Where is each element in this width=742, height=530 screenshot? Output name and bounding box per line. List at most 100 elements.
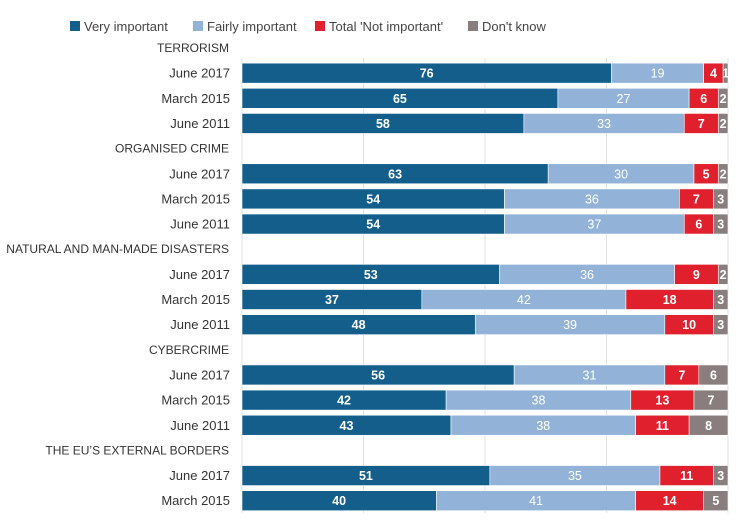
- value-label-not-important: 14: [663, 494, 677, 508]
- segment-dont-know: [703, 490, 729, 512]
- value-label-very-important: 48: [352, 318, 366, 332]
- value-label-fairly-important: 42: [517, 293, 531, 307]
- value-label-fairly-important: 38: [536, 419, 550, 433]
- value-label-very-important: 37: [325, 293, 339, 307]
- value-label-fairly-important: 33: [597, 117, 611, 131]
- row-label: June 2017: [169, 267, 230, 282]
- legend-item-very-important: Very important: [70, 18, 168, 34]
- row-label: March 2015: [161, 493, 230, 508]
- legend-label: Total 'Not important': [329, 18, 444, 34]
- segment-dont-know: [717, 88, 729, 109]
- value-label-not-important: 4: [710, 67, 717, 81]
- value-label-not-important: 5: [703, 167, 710, 181]
- value-label-not-important: 10: [682, 318, 696, 332]
- value-label-very-important: 54: [366, 218, 380, 232]
- value-label-fairly-important: 35: [568, 469, 582, 483]
- group-title: NATURAL AND MAN-MADE DISASTERS: [6, 242, 229, 256]
- value-label-fairly-important: 31: [583, 368, 597, 382]
- legend-item-dont-know: Don't know: [468, 18, 546, 34]
- value-label-very-important: 54: [366, 192, 380, 206]
- row-label: June 2011: [170, 418, 230, 433]
- value-label-fairly-important: 36: [580, 268, 594, 282]
- row-label: June 2011: [170, 317, 230, 332]
- group-title: TERRORISM: [157, 41, 229, 55]
- value-label-fairly-important: 39: [563, 318, 577, 332]
- value-label-dont-know: 3: [717, 469, 724, 483]
- value-label-dont-know: 3: [717, 218, 724, 232]
- value-label-very-important: 40: [332, 494, 346, 508]
- segment-dont-know: [688, 414, 729, 436]
- group-title: CYBERCRIME: [149, 343, 229, 357]
- value-label-dont-know: 2: [720, 167, 727, 181]
- value-label-very-important: 58: [376, 117, 390, 131]
- value-label-dont-know: 8: [705, 419, 712, 433]
- value-label-fairly-important: 36: [585, 192, 599, 206]
- value-label-fairly-important: 38: [532, 394, 546, 408]
- segment-dont-know: [713, 213, 729, 235]
- value-label-very-important: 56: [371, 368, 385, 382]
- row-label: March 2015: [161, 292, 230, 307]
- segment-dont-know: [698, 364, 729, 386]
- value-label-very-important: 76: [420, 67, 434, 81]
- value-label-fairly-important: 41: [529, 494, 543, 508]
- value-label-very-important: 63: [388, 167, 402, 181]
- value-label-very-important: 53: [364, 268, 378, 282]
- value-label-not-important: 7: [698, 117, 705, 131]
- group-title: ORGANISED CRIME: [115, 142, 229, 156]
- value-label-dont-know: 2: [720, 92, 727, 106]
- value-label-not-important: 7: [678, 368, 685, 382]
- segment-dont-know: [693, 389, 729, 411]
- segment-dont-know: [717, 163, 729, 185]
- segment-dont-know: [717, 113, 729, 134]
- value-label-fairly-important: 27: [617, 92, 631, 106]
- value-label-fairly-important: 37: [587, 218, 601, 232]
- legend-swatch: [468, 21, 478, 31]
- segment-dont-know: [713, 465, 729, 486]
- row-label: June 2017: [169, 166, 230, 181]
- value-label-dont-know: 7: [708, 394, 715, 408]
- value-label-fairly-important: 30: [614, 167, 628, 181]
- value-label-dont-know: 3: [717, 293, 724, 307]
- value-label-not-important: 18: [663, 293, 677, 307]
- row-label: June 2011: [170, 116, 230, 131]
- row-label: March 2015: [161, 393, 230, 408]
- segment-dont-know: [717, 264, 729, 285]
- value-label-dont-know: 6: [710, 368, 717, 382]
- value-label-very-important: 65: [393, 92, 407, 106]
- row-label: June 2017: [169, 367, 230, 382]
- value-label-dont-know: 3: [717, 192, 724, 206]
- legend-item-fairly-important: Fairly important: [193, 18, 297, 34]
- row-label: March 2015: [161, 91, 230, 106]
- value-label-not-important: 13: [655, 394, 669, 408]
- value-label-dont-know: 2: [720, 117, 727, 131]
- legend-label: Fairly important: [207, 18, 297, 34]
- value-label-dont-know: 3: [717, 318, 724, 332]
- segment-dont-know: [722, 62, 729, 84]
- row-label: June 2017: [169, 66, 230, 81]
- value-label-dont-know: 1: [722, 67, 729, 81]
- legend-label: Very important: [84, 18, 168, 34]
- legend-label: Don't know: [482, 18, 546, 34]
- value-label-dont-know: 2: [720, 268, 727, 282]
- legend-swatch: [315, 21, 325, 31]
- value-label-not-important: 7: [693, 192, 700, 206]
- value-label-very-important: 51: [359, 469, 373, 483]
- value-label-not-important: 6: [700, 92, 707, 106]
- value-label-not-important: 9: [693, 268, 700, 282]
- legend-item-not-important: Total 'Not important': [315, 18, 443, 34]
- value-label-fairly-important: 19: [651, 67, 665, 81]
- value-label-dont-know: 5: [712, 494, 719, 508]
- row-label: March 2015: [161, 191, 230, 206]
- legend-swatch: [193, 21, 203, 31]
- value-label-very-important: 42: [337, 394, 351, 408]
- value-label-not-important: 11: [656, 419, 669, 433]
- group-title: THE EU’S EXTERNAL BORDERS: [45, 443, 229, 457]
- segment-dont-know: [713, 314, 729, 335]
- segment-dont-know: [713, 289, 729, 310]
- value-label-not-important: 6: [695, 218, 702, 232]
- value-label-not-important: 11: [680, 469, 693, 483]
- segment-dont-know: [713, 188, 729, 210]
- value-label-very-important: 43: [340, 419, 354, 433]
- row-label: June 2011: [170, 217, 230, 232]
